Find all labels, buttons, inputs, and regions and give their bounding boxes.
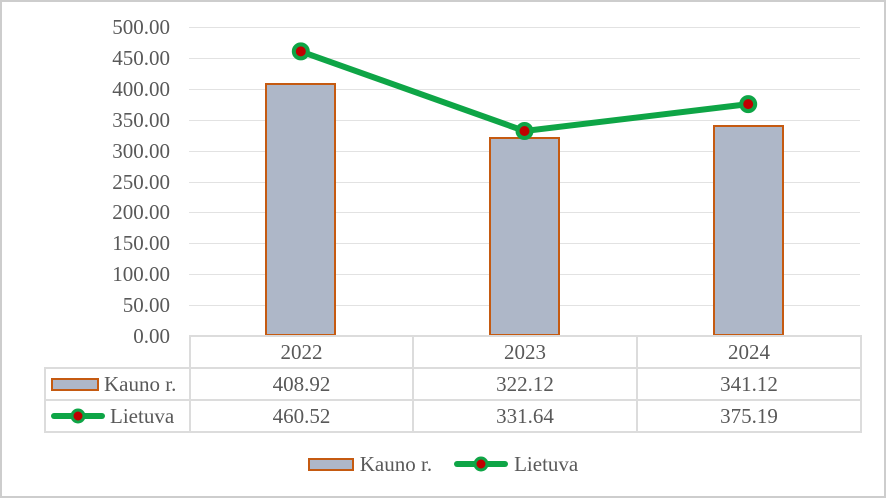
legend-label-lietuva: Lietuva: [514, 451, 579, 476]
legend-item-lietuva: Lietuva: [454, 452, 578, 477]
y-tick-label: 450.00: [112, 45, 170, 70]
legend-label-kauno: Kauno r.: [359, 451, 433, 476]
y-tick-label: 250.00: [112, 169, 170, 194]
gridline: [189, 27, 860, 28]
row-label-kauno: Kauno r.: [104, 371, 177, 396]
y-tick-label: 500.00: [112, 15, 170, 39]
bar-2024-kauno: [712, 125, 784, 336]
y-tick-label: 400.00: [112, 76, 170, 101]
kauno-bar-key-icon: [51, 377, 99, 391]
table-cell-lietuva-2022: 460.52: [189, 399, 414, 433]
lietuva-line-series: [291, 42, 758, 140]
gridline: [189, 119, 860, 121]
table-header-row: 2022 2023 2024: [45, 335, 862, 369]
y-tick-label: 50.00: [122, 293, 170, 318]
legend-item-kauno: Kauno r.: [307, 451, 433, 477]
table-col-header-2023: 2023: [412, 335, 638, 369]
line-marker-2023: [515, 122, 534, 140]
lietuva-line: [297, 48, 752, 134]
table-col-header-2024: 2024: [636, 335, 862, 369]
gridline: [189, 57, 860, 59]
table-col-header-2022: 2022: [189, 335, 414, 369]
legend: Kauno r. Lietuva: [2, 449, 884, 479]
y-tick-label: 200.00: [112, 200, 170, 225]
data-table: 2022 2023 2024 Kauno r. 408.92 322.12 34…: [44, 335, 862, 433]
table-row-lietuva: Lietuva 460.52 331.64 375.19: [44, 399, 862, 433]
line-marker-2022: [291, 42, 310, 61]
row-label-lietuva: Lietuva: [110, 403, 175, 428]
y-tick-label: 300.00: [112, 138, 170, 163]
table-cell-kauno-2023: 322.12: [412, 367, 638, 401]
table-row-kauno: Kauno r. 408.92 322.12 341.12: [44, 367, 862, 401]
table-cell-kauno-2022: 408.92: [189, 367, 414, 401]
y-tick-label: 150.00: [112, 231, 170, 256]
bar-2022-kauno: [265, 83, 337, 336]
table-cell-lietuva-2024: 375.19: [636, 399, 862, 433]
table-cell-kauno-2024: 341.12: [636, 367, 862, 401]
line-marker-2024: [739, 95, 758, 114]
y-tick-label: 0.00: [133, 324, 170, 348]
lietuva-line-key-icon: [51, 407, 105, 425]
table-row-header-lietuva: Lietuva: [44, 399, 191, 433]
lietuva-line-legend-icon: [454, 455, 509, 473]
table-row-header-kauno: Kauno r.: [44, 367, 191, 401]
table-corner-cell: [45, 336, 190, 368]
kauno-bar-legend-icon: [307, 457, 354, 471]
table-cell-lietuva-2023: 331.64: [412, 399, 638, 433]
bar-2023-kauno: [489, 136, 560, 336]
plot-area: [189, 27, 860, 336]
y-tick-label: 350.00: [112, 107, 170, 132]
y-tick-label: 100.00: [112, 262, 170, 287]
gridline: [189, 88, 860, 90]
